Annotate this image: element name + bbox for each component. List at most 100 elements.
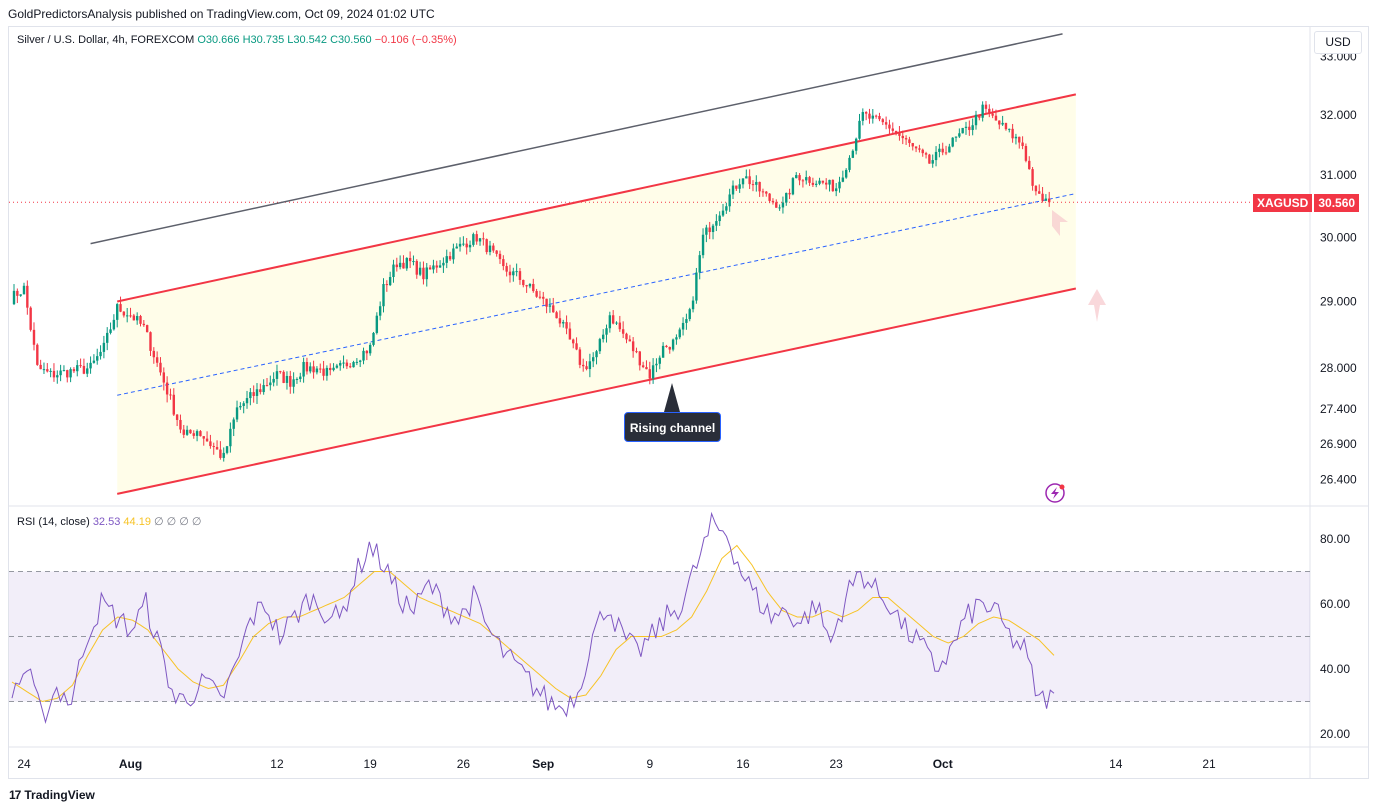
candle-body bbox=[838, 181, 841, 189]
price-tag-value: 30.560 bbox=[1314, 194, 1360, 212]
candle bbox=[735, 185, 738, 191]
candle bbox=[888, 119, 891, 135]
candle-body bbox=[951, 137, 954, 147]
candle-body bbox=[478, 238, 482, 242]
candle-body bbox=[588, 361, 592, 370]
candle-body bbox=[76, 365, 79, 372]
candle bbox=[731, 180, 735, 200]
candle bbox=[625, 332, 628, 344]
candle bbox=[125, 307, 129, 323]
candle-body bbox=[1021, 142, 1024, 146]
time-tick-label: 16 bbox=[736, 757, 750, 771]
candle-body bbox=[358, 360, 362, 362]
candle-body bbox=[69, 369, 72, 378]
candle bbox=[92, 354, 96, 364]
candle-body bbox=[751, 184, 755, 186]
candle bbox=[388, 271, 392, 287]
candle bbox=[874, 114, 878, 119]
candle bbox=[1001, 115, 1004, 126]
rising-channel-callout[interactable]: Rising channel bbox=[624, 412, 721, 442]
candle bbox=[485, 238, 488, 255]
candle-body bbox=[185, 429, 189, 435]
candle-body bbox=[721, 210, 725, 216]
candle bbox=[924, 151, 928, 159]
candle-body bbox=[472, 234, 475, 245]
candle-body bbox=[428, 267, 432, 270]
candle-body bbox=[1001, 122, 1004, 125]
rsi-pane[interactable] bbox=[9, 511, 1310, 724]
candle-body bbox=[854, 138, 858, 151]
candle bbox=[252, 385, 255, 403]
candle-body bbox=[86, 368, 89, 374]
symbol-legend[interactable]: Silver / U.S. Dollar, 4h, FOREXCOM O30.6… bbox=[17, 34, 457, 46]
currency-button[interactable]: USD bbox=[1314, 31, 1362, 54]
candle bbox=[382, 278, 385, 313]
candle-body bbox=[106, 332, 109, 343]
candle bbox=[661, 342, 665, 358]
candle bbox=[1038, 184, 1041, 194]
candle bbox=[538, 290, 542, 300]
candle bbox=[921, 148, 924, 157]
candle bbox=[831, 179, 835, 192]
candle-body bbox=[968, 126, 971, 131]
candle-body bbox=[345, 362, 349, 367]
candle bbox=[412, 255, 415, 266]
candle-body bbox=[455, 246, 458, 249]
candle-body bbox=[1034, 185, 1038, 192]
candle-body bbox=[56, 375, 59, 378]
candle bbox=[222, 447, 225, 462]
candle-body bbox=[618, 322, 622, 330]
candle-body bbox=[808, 177, 811, 183]
candle-body bbox=[16, 290, 19, 296]
candle-body bbox=[255, 389, 259, 396]
candle bbox=[991, 108, 994, 119]
price-pane[interactable] bbox=[9, 33, 1310, 495]
candle bbox=[944, 145, 948, 156]
axes: 33.00032.00031.00030.00029.00028.00027.4… bbox=[17, 50, 1357, 771]
candle bbox=[245, 390, 249, 409]
candle bbox=[422, 261, 425, 285]
candle bbox=[66, 369, 69, 383]
rsi-legend[interactable]: RSI (14, close) 32.53 44.19 ∅ ∅ ∅ ∅ bbox=[17, 515, 202, 528]
candle bbox=[954, 136, 958, 142]
candle bbox=[56, 370, 59, 384]
candle bbox=[971, 118, 974, 136]
footer-brand[interactable]: 17 TradingView bbox=[9, 788, 95, 802]
candle-body bbox=[578, 349, 582, 365]
candle bbox=[368, 342, 372, 356]
candle-body bbox=[518, 271, 522, 280]
candle-body bbox=[615, 322, 618, 324]
candle-body bbox=[981, 104, 984, 118]
candle-body bbox=[375, 315, 379, 333]
candle-body bbox=[658, 357, 661, 364]
candle-body bbox=[562, 322, 565, 324]
candle bbox=[745, 169, 748, 179]
candle bbox=[588, 353, 592, 378]
candle bbox=[562, 319, 565, 328]
candle bbox=[155, 351, 159, 367]
candle bbox=[418, 261, 422, 277]
candle-body bbox=[841, 177, 845, 182]
candle bbox=[175, 414, 179, 427]
candle-body bbox=[452, 248, 455, 260]
candle bbox=[149, 331, 152, 356]
candle bbox=[495, 250, 498, 257]
candle bbox=[761, 188, 765, 197]
candle bbox=[881, 118, 884, 126]
candle-body bbox=[934, 151, 938, 161]
candle-body bbox=[748, 176, 751, 185]
candle-body bbox=[645, 367, 648, 370]
candle bbox=[1028, 156, 1031, 170]
candle bbox=[811, 177, 815, 188]
candle bbox=[565, 315, 568, 335]
lightning-icon[interactable] bbox=[1045, 483, 1065, 503]
callout-pointer bbox=[664, 383, 680, 412]
high-value: H30.735 bbox=[242, 34, 285, 46]
close-value: C30.560 bbox=[330, 34, 372, 46]
candle bbox=[82, 358, 86, 375]
candle bbox=[132, 313, 136, 321]
candle bbox=[611, 310, 615, 325]
candle bbox=[202, 436, 205, 446]
candle bbox=[225, 445, 229, 455]
